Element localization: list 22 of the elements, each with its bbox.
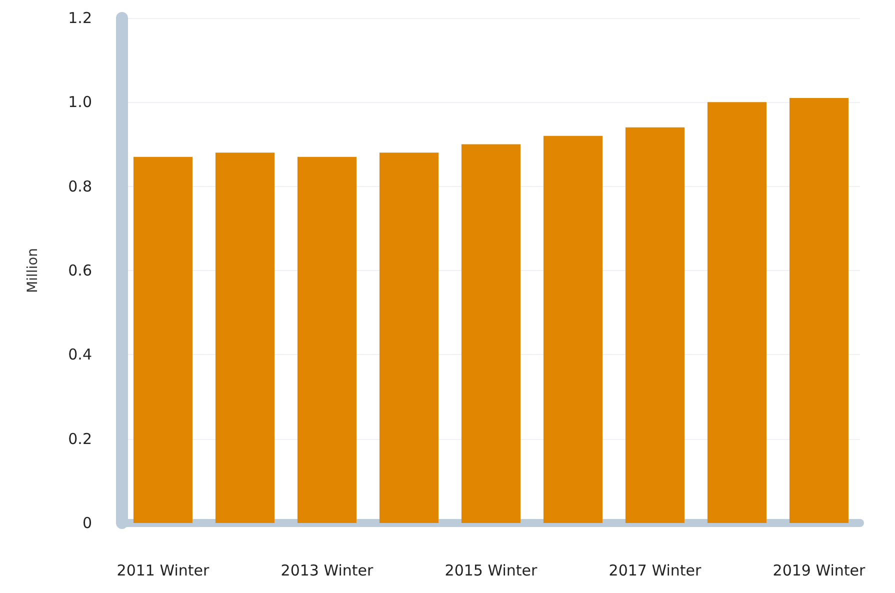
y-tick-label: 0.6 (68, 262, 92, 280)
bar (297, 156, 357, 523)
x-tick-label: 2017 Winter (608, 562, 702, 580)
y-tick-label: 0.2 (68, 430, 92, 448)
x-tick-label: 2015 Winter (444, 562, 538, 580)
y-tick-label: 0.4 (68, 346, 92, 364)
y-tick-label: 1.2 (68, 9, 92, 27)
y-axis-title: Million (25, 248, 41, 294)
y-tick-label: 0 (82, 514, 92, 532)
bar (379, 152, 439, 523)
y-tick-label: 0.8 (68, 177, 92, 196)
bar (133, 156, 193, 523)
x-tick-label: 2019 Winter (772, 562, 866, 580)
x-tick-label: 2011 Winter (116, 562, 210, 580)
bar (625, 127, 685, 523)
bar (789, 98, 849, 523)
bar (461, 144, 521, 523)
bar (543, 136, 603, 523)
x-tick-label: 2013 Winter (280, 562, 374, 580)
y-tick-label: 1.0 (68, 93, 92, 112)
bar (707, 102, 767, 523)
bar (215, 152, 275, 523)
